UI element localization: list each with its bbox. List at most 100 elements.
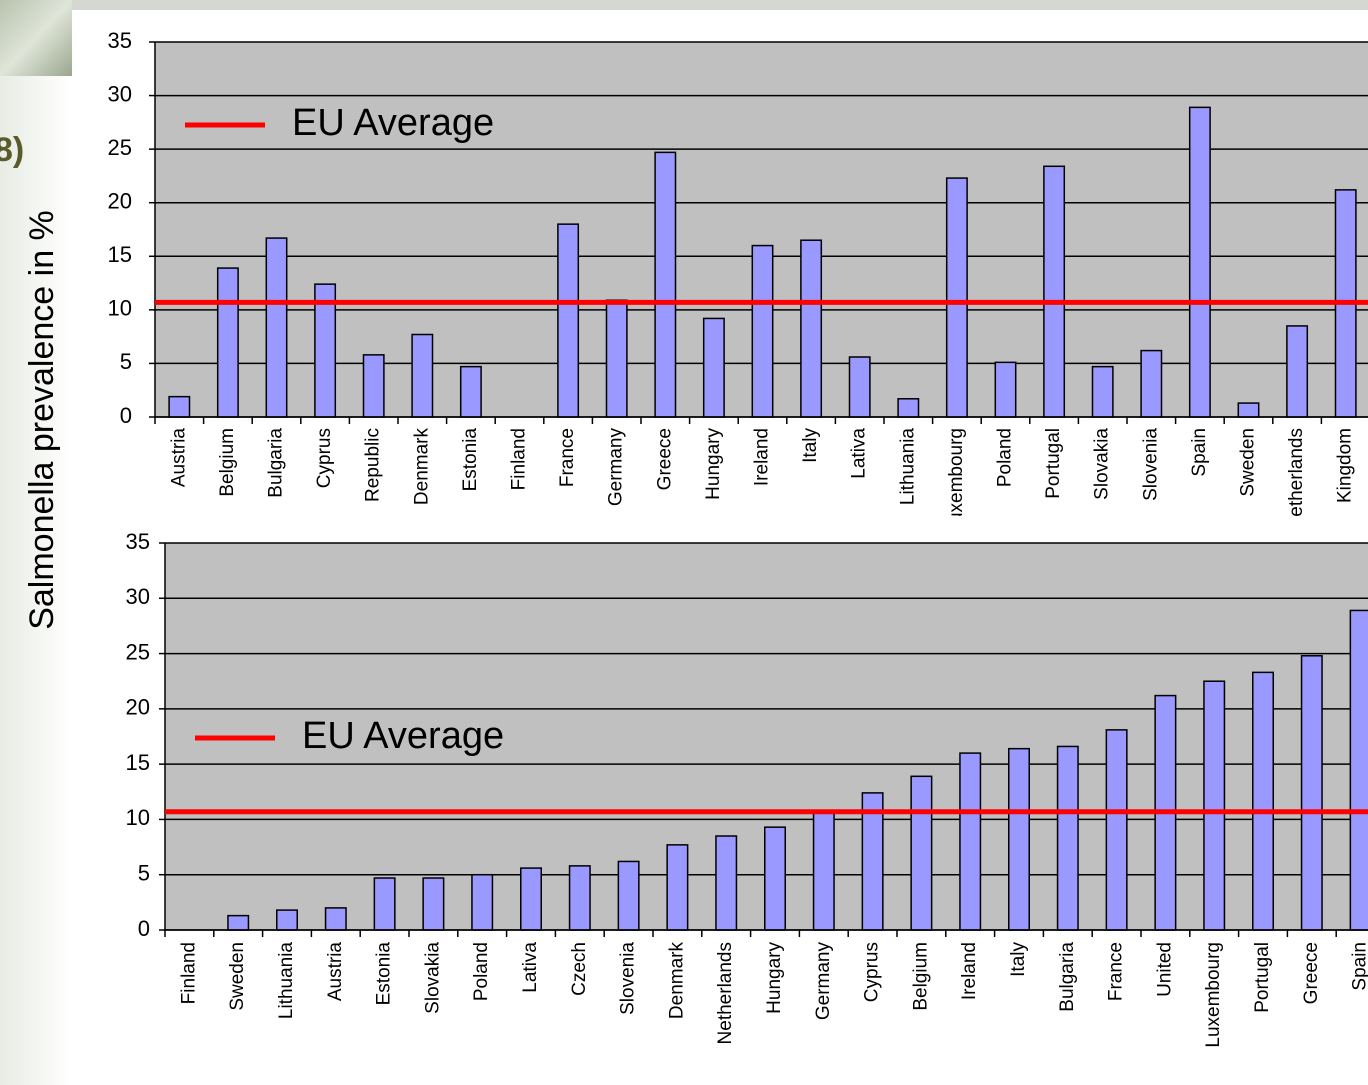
bar [423, 878, 443, 930]
x-tick-label: Italy [800, 428, 821, 463]
bar [374, 878, 394, 930]
bar [716, 836, 736, 930]
bar [1058, 746, 1078, 930]
y-tick-label: 20 [126, 695, 150, 720]
bar [1253, 672, 1273, 930]
bar [752, 246, 772, 417]
x-tick-label: Lativa [520, 942, 541, 993]
y-tick-label: 30 [126, 584, 150, 609]
x-tick-label: Estonia [460, 428, 481, 492]
bar [326, 908, 346, 930]
y-tick-label: 35 [126, 529, 150, 554]
legend-label: EU Average [302, 715, 504, 757]
x-tick-label: Netherlands [715, 942, 736, 1044]
bar [911, 776, 931, 930]
bar [1350, 610, 1368, 930]
corner-image [0, 0, 72, 76]
bar [655, 152, 675, 417]
bar [1190, 107, 1210, 417]
x-tick-label: Luxembourg [1203, 942, 1224, 1048]
x-tick-label: Luxembourg [946, 428, 967, 534]
bar [472, 875, 492, 930]
x-tick-label: Spain [1350, 942, 1368, 991]
bar [801, 240, 821, 417]
slide: 8) Salmonella prevalence in % 0510152025… [0, 0, 1368, 1085]
x-tick-label: Portugal [1252, 942, 1273, 1013]
bar [618, 861, 638, 930]
legend-label: EU Average [292, 102, 494, 144]
title-fragment: 8) [0, 131, 24, 169]
y-tick-label: 5 [120, 349, 132, 374]
y-tick-label: 25 [108, 135, 132, 160]
bar [1092, 367, 1112, 417]
x-tick-label: Slovenia [1140, 428, 1161, 501]
bar [266, 238, 286, 417]
bar [412, 335, 432, 418]
x-tick-label: Estonia [374, 942, 395, 1006]
bar [1009, 749, 1029, 930]
bar [814, 811, 834, 930]
y-tick-label: 0 [138, 916, 150, 941]
x-tick-label: Spain [1189, 428, 1210, 477]
x-tick-label: Germany [606, 428, 627, 507]
y-tick-label: 20 [108, 189, 132, 214]
y-tick-label: 5 [138, 861, 150, 886]
y-tick-label: 0 [120, 403, 132, 428]
x-tick-label: Netherlands [1286, 428, 1307, 530]
x-tick-label: France [557, 428, 578, 487]
bar [169, 397, 189, 417]
bar [1204, 681, 1224, 930]
x-tick-label: Czech [569, 942, 590, 996]
x-tick-label: Italy [1008, 942, 1029, 977]
x-tick-label: Sweden [227, 942, 248, 1011]
bar [960, 753, 980, 930]
y-tick-label: 30 [108, 81, 132, 106]
bar [1044, 166, 1064, 417]
x-tick-label: Germany [813, 942, 834, 1021]
bar [363, 355, 383, 417]
x-tick-label: Hungary [703, 428, 724, 500]
x-tick-label: Cyprus [862, 942, 883, 1002]
x-tick-label: Greece [1301, 942, 1322, 1004]
y-tick-label: 10 [126, 805, 150, 830]
bar [461, 367, 481, 417]
x-tick-label: Sweden [1238, 428, 1259, 497]
bar [277, 910, 297, 930]
x-tick-label: Republic [363, 428, 384, 502]
x-tick-label: Ireland [959, 942, 980, 1000]
bar [947, 178, 967, 417]
bar [1287, 326, 1307, 417]
page: 8) Salmonella prevalence in % 0510152025… [0, 0, 1368, 1085]
x-tick-label: Greece [654, 428, 675, 490]
x-tick-label: Finland [509, 428, 530, 490]
bar [1141, 351, 1161, 417]
bar [521, 868, 541, 930]
bar [1302, 656, 1322, 930]
y-tick-label: 25 [126, 639, 150, 664]
bar [228, 916, 248, 930]
y-tick-label: 15 [108, 242, 132, 267]
x-tick-label: Austria [168, 428, 189, 488]
bar [558, 224, 578, 417]
x-tick-label: Denmark [411, 428, 432, 506]
x-tick-label: Slovakia [422, 942, 443, 1014]
bar [765, 827, 785, 930]
x-tick-label: Hungary [764, 942, 785, 1014]
x-tick-label: Kingdom [1335, 428, 1356, 503]
x-tick-label: Bulgaria [266, 428, 287, 498]
x-tick-label: Slovakia [1092, 428, 1113, 500]
bar [570, 866, 590, 930]
x-tick-label: Slovenia [618, 942, 639, 1015]
top-band [0, 0, 1368, 10]
x-tick-label: United [1154, 942, 1175, 997]
x-tick-label: France [1106, 942, 1127, 1001]
x-tick-label: Austria [325, 942, 346, 1002]
bar [849, 357, 869, 417]
x-tick-label: Lativa [849, 428, 870, 479]
x-tick-label: Poland [995, 428, 1016, 487]
bar [898, 399, 918, 417]
x-tick-label: Belgium [217, 428, 238, 497]
